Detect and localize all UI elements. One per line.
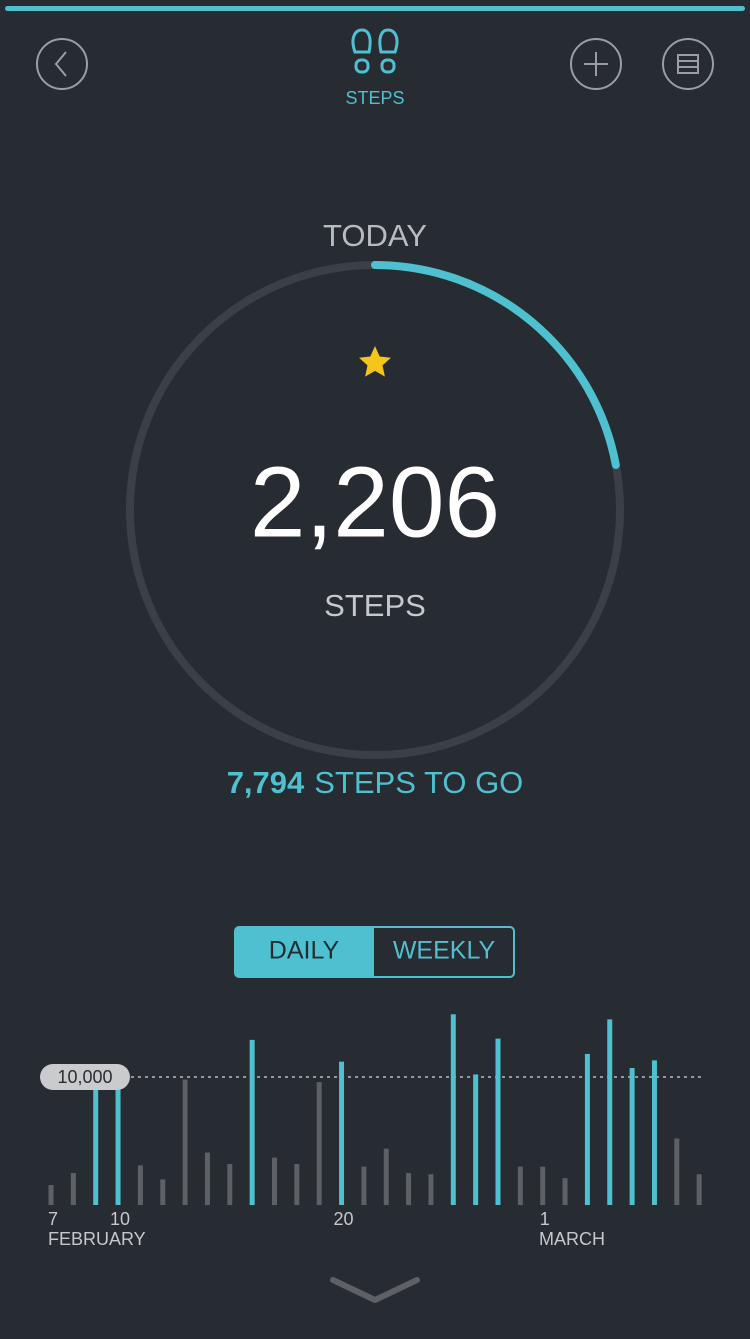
header-title: STEPS <box>345 88 404 108</box>
daily-tab[interactable] <box>235 927 374 977</box>
bar <box>316 1082 322 1205</box>
bar <box>294 1164 300 1205</box>
bar <box>495 1038 501 1205</box>
bar <box>383 1148 389 1205</box>
list-button[interactable] <box>662 38 714 90</box>
goal-label-pill <box>40 1064 130 1090</box>
bar <box>249 1039 255 1205</box>
star-icon <box>359 346 391 377</box>
bar <box>584 1053 590 1205</box>
bar <box>517 1166 523 1205</box>
x-tick-label: 10 <box>110 1209 130 1229</box>
bar <box>607 1019 613 1205</box>
bar <box>651 1060 657 1205</box>
add-button[interactable] <box>570 38 622 90</box>
bar <box>473 1074 479 1205</box>
bar <box>93 1074 99 1205</box>
bar <box>227 1164 233 1205</box>
steps-count: 2,206 <box>250 446 500 558</box>
daily-chart: 7 10 20 1 10,000 <box>40 1014 705 1229</box>
weekly-label[interactable]: WEEKLY <box>393 937 496 965</box>
x-tick-label: 7 <box>48 1209 58 1229</box>
bar <box>674 1138 680 1205</box>
top-progress-bar <box>5 6 745 11</box>
bar <box>160 1179 166 1205</box>
bar <box>339 1061 345 1205</box>
period-toggle: DAILY WEEKLY <box>234 926 515 978</box>
bar <box>450 1014 456 1205</box>
expand-chevron[interactable] <box>330 1277 420 1303</box>
bar <box>406 1173 412 1205</box>
steps-to-go: 7,794 STEPS TO GO <box>227 765 524 800</box>
bar <box>115 1074 121 1205</box>
today-label: TODAY <box>323 218 427 253</box>
bar <box>272 1157 277 1205</box>
bar <box>48 1185 54 1205</box>
to-go-value: 7,794 <box>227 765 305 800</box>
x-tick-label: 20 <box>334 1209 354 1229</box>
bar <box>137 1165 143 1205</box>
bar <box>361 1166 367 1205</box>
steps-icon <box>351 28 399 74</box>
back-button[interactable] <box>36 38 88 90</box>
bar <box>629 1068 635 1205</box>
bar <box>182 1079 188 1205</box>
bar <box>70 1173 76 1205</box>
bar <box>562 1178 568 1205</box>
steps-unit: STEPS <box>324 588 426 623</box>
bar <box>696 1174 702 1205</box>
bar <box>540 1166 546 1205</box>
bar <box>428 1174 434 1205</box>
daily-label[interactable]: DAILY <box>269 937 340 965</box>
bar <box>204 1152 210 1205</box>
month-label: FEBRUARY <box>48 1229 146 1249</box>
month-label: MARCH <box>539 1229 605 1249</box>
goal-label: 10,000 <box>57 1067 112 1087</box>
to-go-text: STEPS TO GO <box>314 765 523 800</box>
x-tick-label: 1 <box>540 1209 550 1229</box>
progress-ring-arc <box>371 261 620 469</box>
